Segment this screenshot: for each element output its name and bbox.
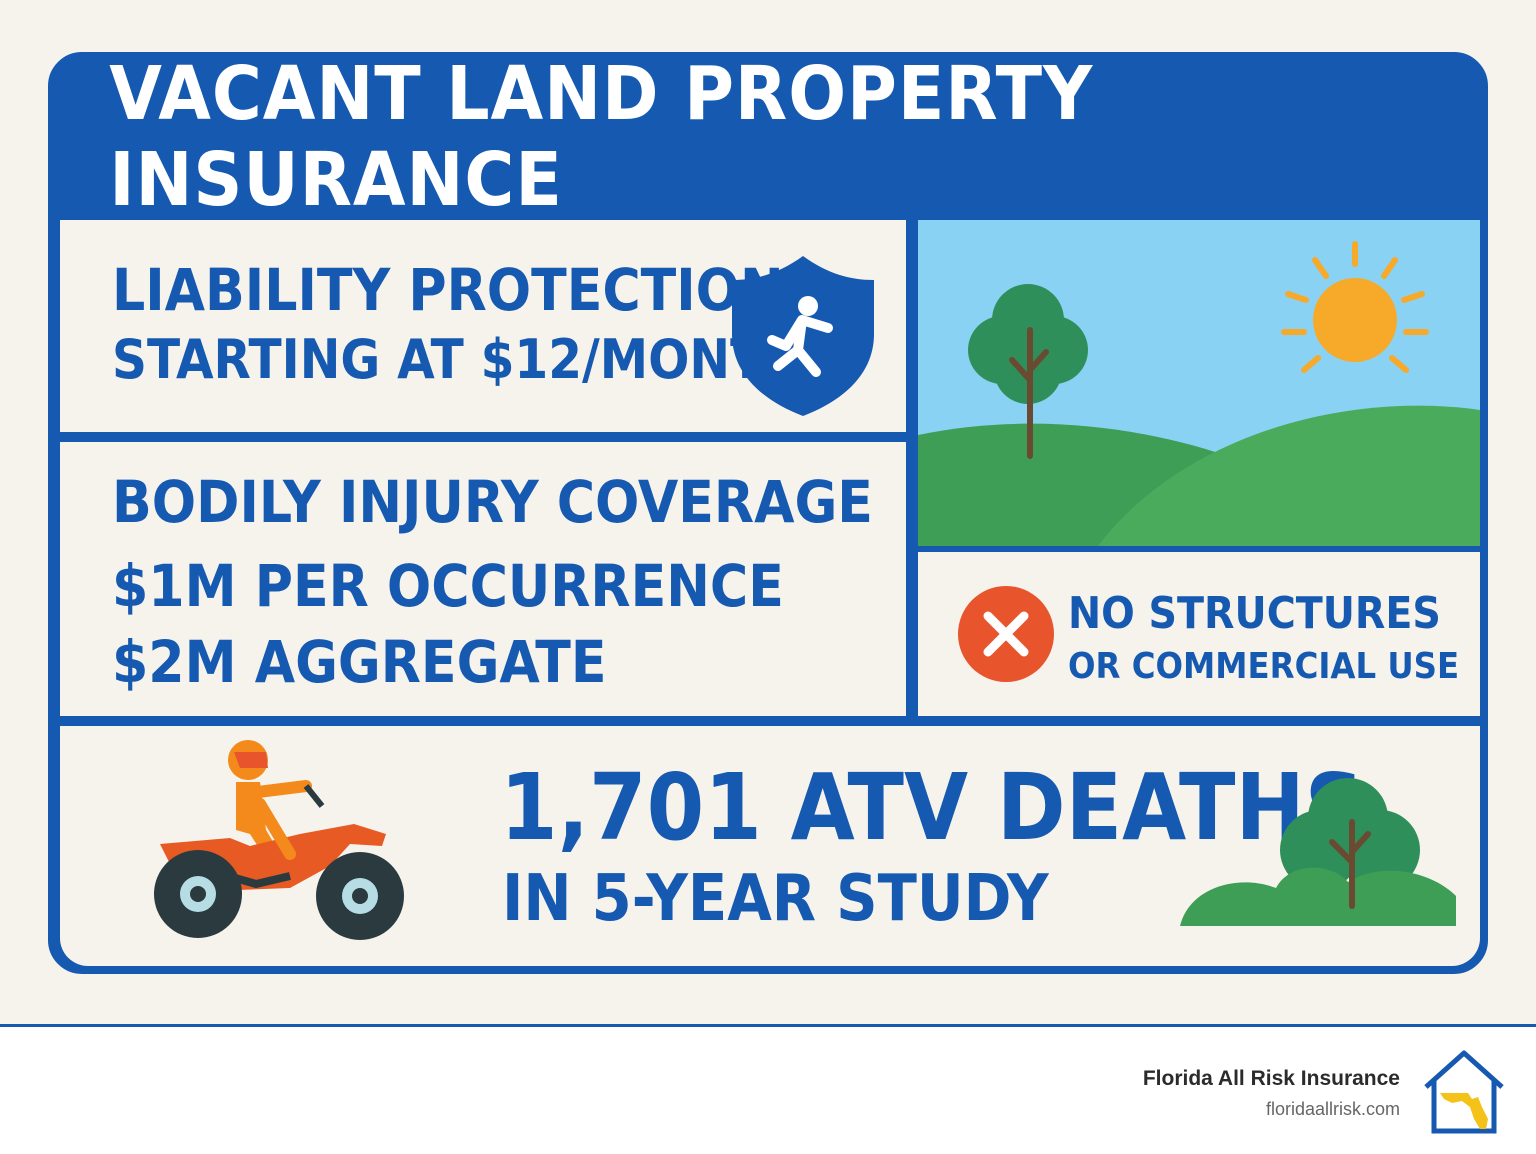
landscape-panel <box>918 220 1480 546</box>
sun-icon <box>1281 241 1429 373</box>
bush-tree-icon <box>1180 778 1456 926</box>
page-title: VACANT LAND PROPERTY INSURANCE <box>109 52 1094 223</box>
atv-rider-icon <box>154 740 404 940</box>
atv-panel: 1,701 ATV DEATHS IN 5-YEAR STUDY <box>60 726 1480 966</box>
footer: Florida All Risk Insurance floridaallris… <box>0 1027 1536 1154</box>
brand-name: Florida All Risk Insurance <box>1142 1067 1400 1090</box>
x-circle-icon <box>958 586 1054 682</box>
tree-icon <box>968 284 1088 459</box>
liability-heading: LIABILITY PROTECTION <box>112 256 784 324</box>
atv-deaths-stat: 1,701 ATV DEATHS <box>500 754 1365 861</box>
exclusion-line2: OR COMMERCIAL USE <box>1068 646 1460 687</box>
bodily-injury-panel: BODILY INJURY COVERAGE $1M PER OCCURRENC… <box>60 442 906 716</box>
insurance-card: VACANT LAND PROPERTY INSURANCE LIABILITY… <box>48 52 1488 974</box>
shield-falling-person-icon <box>732 256 874 416</box>
exclusion-panel: NO STRUCTURES OR COMMERCIAL USE <box>918 552 1480 716</box>
bodily-heading: BODILY INJURY COVERAGE <box>112 468 873 536</box>
exclusion-line1: NO STRUCTURES <box>1068 588 1441 639</box>
liability-price: STARTING AT $12/MONTH <box>112 328 804 391</box>
footer-divider <box>0 1024 1536 1027</box>
landscape-illustration <box>918 220 1480 546</box>
bodily-aggregate: $2M AGGREGATE <box>112 628 607 696</box>
atv-study-note: IN 5-YEAR STUDY <box>502 862 1049 936</box>
liability-panel: LIABILITY PROTECTION STARTING AT $12/MON… <box>60 220 906 432</box>
house-florida-logo-icon <box>1424 1050 1504 1134</box>
brand-url: floridaallrisk.com <box>1265 1099 1400 1119</box>
bodily-occurrence: $1M PER OCCURRENCE <box>112 552 784 620</box>
